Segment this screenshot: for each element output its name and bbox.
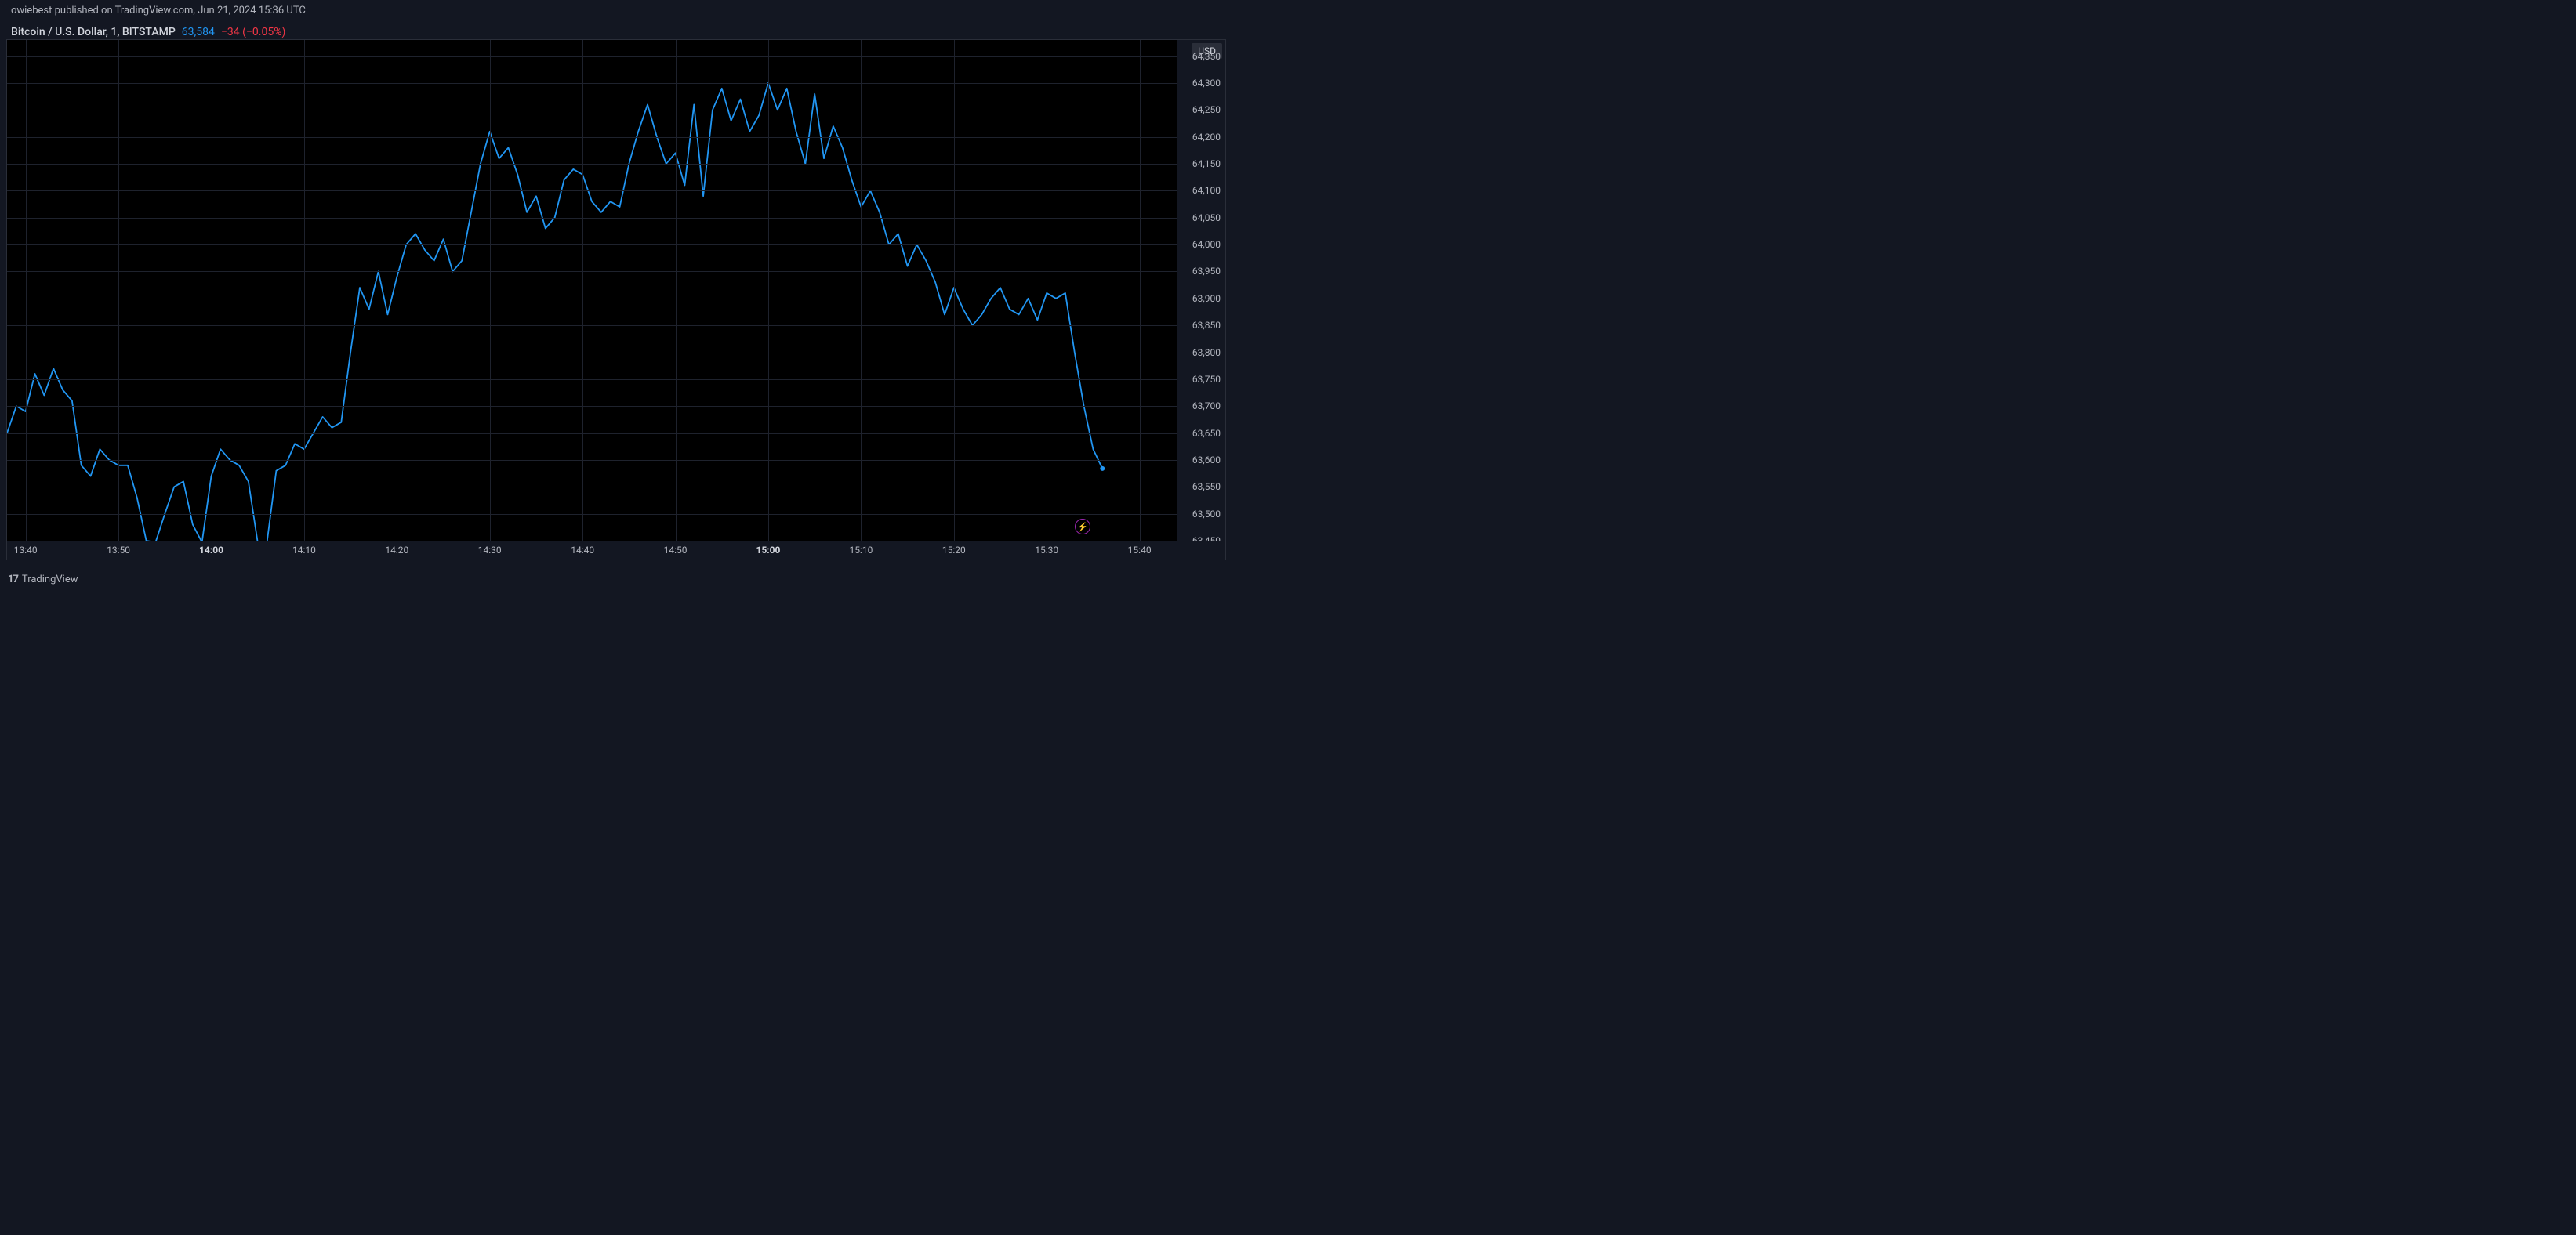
x-tick-label: 15:00 [756,545,781,556]
grid-line-h [7,433,1177,434]
grid-line-h [7,190,1177,191]
ticker-title: Bitcoin / U.S. Dollar, 1, BITSTAMP [11,26,176,38]
y-tick-label: 64,200 [1192,132,1221,143]
lightning-icon[interactable]: ⚡ [1075,519,1090,534]
y-tick-label: 63,700 [1192,400,1221,411]
axis-corner [1177,541,1225,560]
y-tick-label: 64,000 [1192,239,1221,250]
grid-line-h [7,164,1177,165]
x-tick-label: 15:30 [1035,545,1058,556]
y-tick-label: 63,550 [1192,481,1221,492]
y-axis[interactable]: USD 64,35064,30064,25064,20064,15064,100… [1177,40,1225,541]
y-tick-label: 63,600 [1192,455,1221,465]
y-tick-label: 63,900 [1192,293,1221,304]
y-tick-label: 64,350 [1192,51,1221,62]
publish-header: owiebest published on TradingView.com, J… [0,0,1232,21]
grid-line-v [26,40,27,541]
grid-line-h [7,460,1177,461]
x-axis[interactable]: 13:40 13:50 14:00 14:10 14:20 14:30 14:40 14:50… [7,541,1177,560]
grid-line-v [118,40,119,541]
x-tick-label: 14:20 [385,545,408,556]
y-tick-label: 63,950 [1192,266,1221,277]
x-tick-label: 14:40 [571,545,594,556]
y-tick-label: 63,800 [1192,347,1221,358]
grid-line-v [768,40,769,541]
grid-line-h [7,244,1177,245]
grid-line-v [1140,40,1141,541]
y-tick-label: 63,750 [1192,374,1221,385]
x-tick-label: 14:10 [292,545,316,556]
y-tick-label: 63,500 [1192,509,1221,520]
grid-line-h [7,379,1177,380]
grid-line-v [861,40,862,541]
plot-area[interactable]: 63,584 ⚡ [7,40,1177,541]
footer-logo[interactable]: 17 TradingView [8,574,78,585]
y-tick-label: 63,650 [1192,428,1221,439]
chart-container[interactable]: 63,584 ⚡ USD 64,35064,30064,25064,20064,… [6,39,1226,560]
grid-line-h [7,325,1177,326]
y-tick-label: 64,100 [1192,185,1221,196]
y-tick-label: 64,300 [1192,78,1221,89]
price-line [7,40,1177,541]
grid-line-v [304,40,305,541]
grid-line-h [7,271,1177,272]
grid-line-h [7,56,1177,57]
y-tick-label: 64,050 [1192,212,1221,223]
grid-line-v [954,40,955,541]
y-tick-label: 64,250 [1192,104,1221,115]
x-tick-label: 13:50 [107,545,130,556]
publish-text: owiebest published on TradingView.com, J… [11,5,306,16]
x-tick-label: 14:50 [664,545,688,556]
tv-logo-mark: 17 [8,574,18,585]
grid-line-h [7,83,1177,84]
x-tick-label: 15:40 [1128,545,1152,556]
x-tick-label: 14:30 [478,545,502,556]
grid-line-h [7,514,1177,515]
ticker-price: 63,584 [182,26,215,38]
grid-line-v [490,40,491,541]
y-tick-label: 64,150 [1192,158,1221,169]
x-tick-label: 13:40 [14,545,38,556]
grid-line-h [7,218,1177,219]
grid-line-v [676,40,677,541]
x-tick-label: 15:20 [942,545,966,556]
tv-logo-text: TradingView [22,574,78,585]
y-tick-label: 63,850 [1192,320,1221,331]
grid-line-v [582,40,583,541]
grid-line-h [7,137,1177,138]
x-tick-label: 15:10 [849,545,873,556]
ticker-change: −34 (−0.05%) [221,26,285,38]
x-tick-label: 14:00 [199,545,223,556]
grid-line-h [7,406,1177,407]
